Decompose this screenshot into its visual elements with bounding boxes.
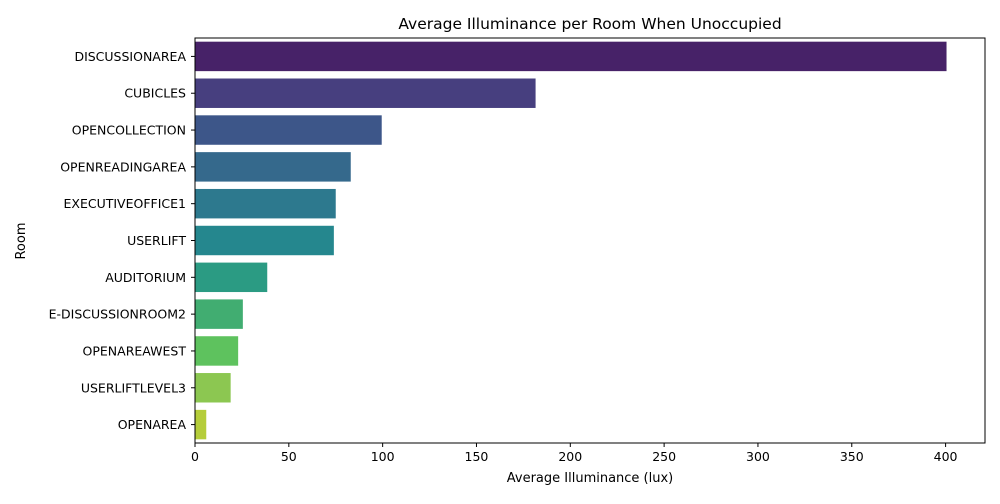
y-tick-label: AUDITORIUM bbox=[105, 270, 186, 285]
y-tick-label: CUBICLES bbox=[124, 86, 186, 101]
chart-title: Average Illuminance per Room When Unoccu… bbox=[398, 15, 781, 33]
y-tick-label: OPENREADINGAREA bbox=[60, 159, 186, 174]
x-tick-labels: 0 50 100 150 200 250 300 350 400 bbox=[191, 443, 958, 464]
x-tick-label: 100 bbox=[371, 449, 395, 464]
y-tick-label: OPENAREA bbox=[118, 417, 187, 432]
y-tick-label: E-DISCUSSIONROOM2 bbox=[49, 307, 186, 322]
bars-layer bbox=[195, 41, 947, 440]
x-tick-label: 200 bbox=[558, 449, 582, 464]
bar-openreadingarea bbox=[195, 152, 351, 182]
y-tick-label: USERLIFTLEVEL3 bbox=[81, 380, 186, 395]
y-axis-label: Room bbox=[14, 222, 29, 259]
bar-opencollection bbox=[195, 115, 382, 145]
y-tick-labels: DISCUSSIONAREA CUBICLES OPENCOLLECTION OPEN… bbox=[49, 49, 195, 432]
bar-e-discussionroom2 bbox=[195, 299, 243, 329]
bar-openareawest bbox=[195, 336, 239, 366]
x-tick-label: 300 bbox=[746, 449, 770, 464]
y-tick-label: USERLIFT bbox=[127, 233, 186, 248]
y-tick-label: OPENCOLLECTION bbox=[72, 123, 186, 138]
x-tick-label: 0 bbox=[191, 449, 199, 464]
y-tick-label: DISCUSSIONAREA bbox=[74, 49, 186, 64]
plot-frame bbox=[194, 37, 986, 444]
bar-cubicles bbox=[195, 78, 536, 108]
x-tick-label: 350 bbox=[840, 449, 864, 464]
y-tick-label: EXECUTIVEOFFICE1 bbox=[64, 196, 187, 211]
bar-userlift bbox=[195, 225, 334, 256]
x-tick-label: 50 bbox=[281, 449, 297, 464]
x-tick-label: 250 bbox=[652, 449, 676, 464]
x-axis-label: Average Illuminance (lux) bbox=[507, 471, 674, 486]
bar-executiveoffice1 bbox=[195, 188, 336, 219]
bar-auditorium bbox=[195, 262, 268, 293]
x-tick-label: 400 bbox=[934, 449, 958, 464]
bar-userliftlevel3 bbox=[195, 373, 231, 403]
bar-openarea bbox=[195, 409, 207, 440]
bar-discussionarea bbox=[195, 41, 947, 72]
x-tick-label: 150 bbox=[465, 449, 489, 464]
y-tick-label: OPENAREAWEST bbox=[83, 343, 187, 358]
